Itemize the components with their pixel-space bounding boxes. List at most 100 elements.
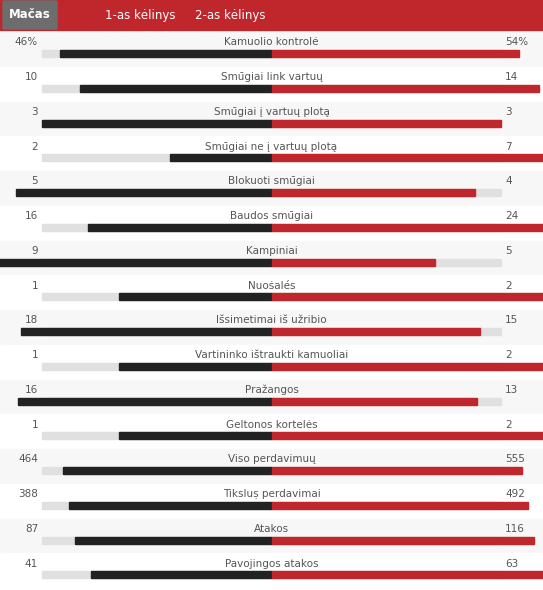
Bar: [0, 345, 543, 379]
Text: Pavojingos atakos: Pavojingos atakos: [225, 559, 318, 569]
Text: Smūgiai link vartuų: Smūgiai link vartuų: [220, 72, 323, 82]
Bar: [42, 293, 501, 300]
Bar: [16, 189, 272, 196]
Text: 46%: 46%: [15, 37, 38, 47]
Bar: [272, 189, 475, 196]
Bar: [0, 136, 543, 171]
Bar: [69, 502, 272, 509]
Text: 13: 13: [505, 385, 518, 395]
Text: 5: 5: [505, 246, 512, 256]
Text: Smūgiai į vartuų plotą: Smūgiai į vartuų plotą: [213, 107, 330, 117]
Bar: [42, 398, 501, 405]
Bar: [42, 50, 501, 57]
Bar: [119, 293, 272, 300]
Bar: [119, 432, 272, 440]
Bar: [0, 241, 543, 276]
Bar: [0, 310, 543, 345]
Bar: [0, 67, 543, 101]
Text: Smūgiai ne į vartuų plotą: Smūgiai ne į vartuų plotą: [205, 142, 338, 152]
Text: 7: 7: [505, 142, 512, 152]
Bar: [80, 85, 272, 92]
Bar: [42, 224, 501, 231]
Text: Viso perdavimuų: Viso perdavimuų: [228, 454, 315, 464]
Bar: [42, 120, 501, 126]
Text: 10: 10: [25, 72, 38, 82]
Bar: [18, 398, 272, 405]
Text: 388: 388: [18, 489, 38, 499]
Text: Mačas: Mačas: [9, 8, 51, 21]
Bar: [272, 85, 539, 92]
Bar: [272, 432, 543, 440]
Text: 1: 1: [31, 419, 38, 430]
Bar: [88, 224, 272, 231]
Bar: [42, 502, 501, 509]
Text: 3: 3: [31, 107, 38, 117]
Bar: [272, 258, 435, 266]
Bar: [42, 85, 501, 92]
Text: Blokuoti smūgiai: Blokuoti smūgiai: [228, 176, 315, 186]
Text: 87: 87: [25, 524, 38, 534]
Text: 1: 1: [31, 281, 38, 291]
Bar: [0, 553, 543, 588]
Bar: [42, 258, 501, 266]
Bar: [74, 536, 272, 543]
Bar: [272, 502, 528, 509]
Bar: [272, 467, 522, 474]
Bar: [21, 328, 272, 335]
Text: Tiksluṣ perdavimai: Tiksluṣ perdavimai: [223, 489, 320, 499]
Text: Vartininko is̆traukti kamuoliai: Vartininko is̆traukti kamuoliai: [195, 350, 348, 360]
Bar: [0, 484, 543, 519]
Bar: [272, 224, 543, 231]
Bar: [272, 571, 543, 578]
Text: 2: 2: [31, 142, 38, 152]
Text: 18: 18: [25, 316, 38, 326]
Text: 492: 492: [505, 489, 525, 499]
Text: 116: 116: [505, 524, 525, 534]
Bar: [169, 155, 272, 161]
Text: Geltonos kortelės: Geltonos kortelės: [226, 419, 317, 430]
Bar: [60, 50, 272, 57]
Bar: [62, 467, 272, 474]
Bar: [42, 571, 501, 578]
Bar: [272, 155, 543, 161]
Bar: [42, 120, 272, 126]
FancyBboxPatch shape: [3, 1, 57, 29]
Bar: [0, 379, 543, 414]
Bar: [0, 414, 543, 449]
Bar: [0, 258, 272, 266]
Bar: [42, 432, 501, 440]
Bar: [272, 536, 534, 543]
Bar: [42, 189, 501, 196]
Bar: [272, 120, 501, 126]
Bar: [272, 293, 543, 300]
Text: 2: 2: [505, 419, 512, 430]
Text: Nuoṡalés: Nuoṡalés: [248, 281, 295, 291]
Text: 9: 9: [31, 246, 38, 256]
Bar: [272, 50, 519, 57]
Bar: [0, 101, 543, 136]
Text: 4: 4: [505, 176, 512, 186]
Bar: [42, 363, 501, 370]
Bar: [272, 398, 477, 405]
Text: Kampiniai: Kampiniai: [245, 246, 298, 256]
Text: 41: 41: [25, 559, 38, 569]
Bar: [42, 155, 501, 161]
Text: Pražangos: Pražangos: [244, 385, 299, 395]
Text: 1: 1: [31, 350, 38, 360]
Text: 63: 63: [505, 559, 518, 569]
Text: 555: 555: [505, 454, 525, 464]
Bar: [91, 571, 272, 578]
Bar: [42, 536, 501, 543]
Text: 14: 14: [505, 72, 518, 82]
Bar: [0, 32, 543, 67]
Text: Baudos smūgiai: Baudos smūgiai: [230, 211, 313, 221]
Text: 3: 3: [505, 107, 512, 117]
Text: 1-as kėlinys: 1-as kėlinys: [105, 8, 175, 21]
Text: 2: 2: [505, 281, 512, 291]
Bar: [272, 328, 481, 335]
Text: 464: 464: [18, 454, 38, 464]
Text: Kamuolio kontrolė: Kamuolio kontrolė: [224, 37, 319, 47]
Bar: [0, 0, 543, 30]
Text: Atakos: Atakos: [254, 524, 289, 534]
Text: 54%: 54%: [505, 37, 528, 47]
